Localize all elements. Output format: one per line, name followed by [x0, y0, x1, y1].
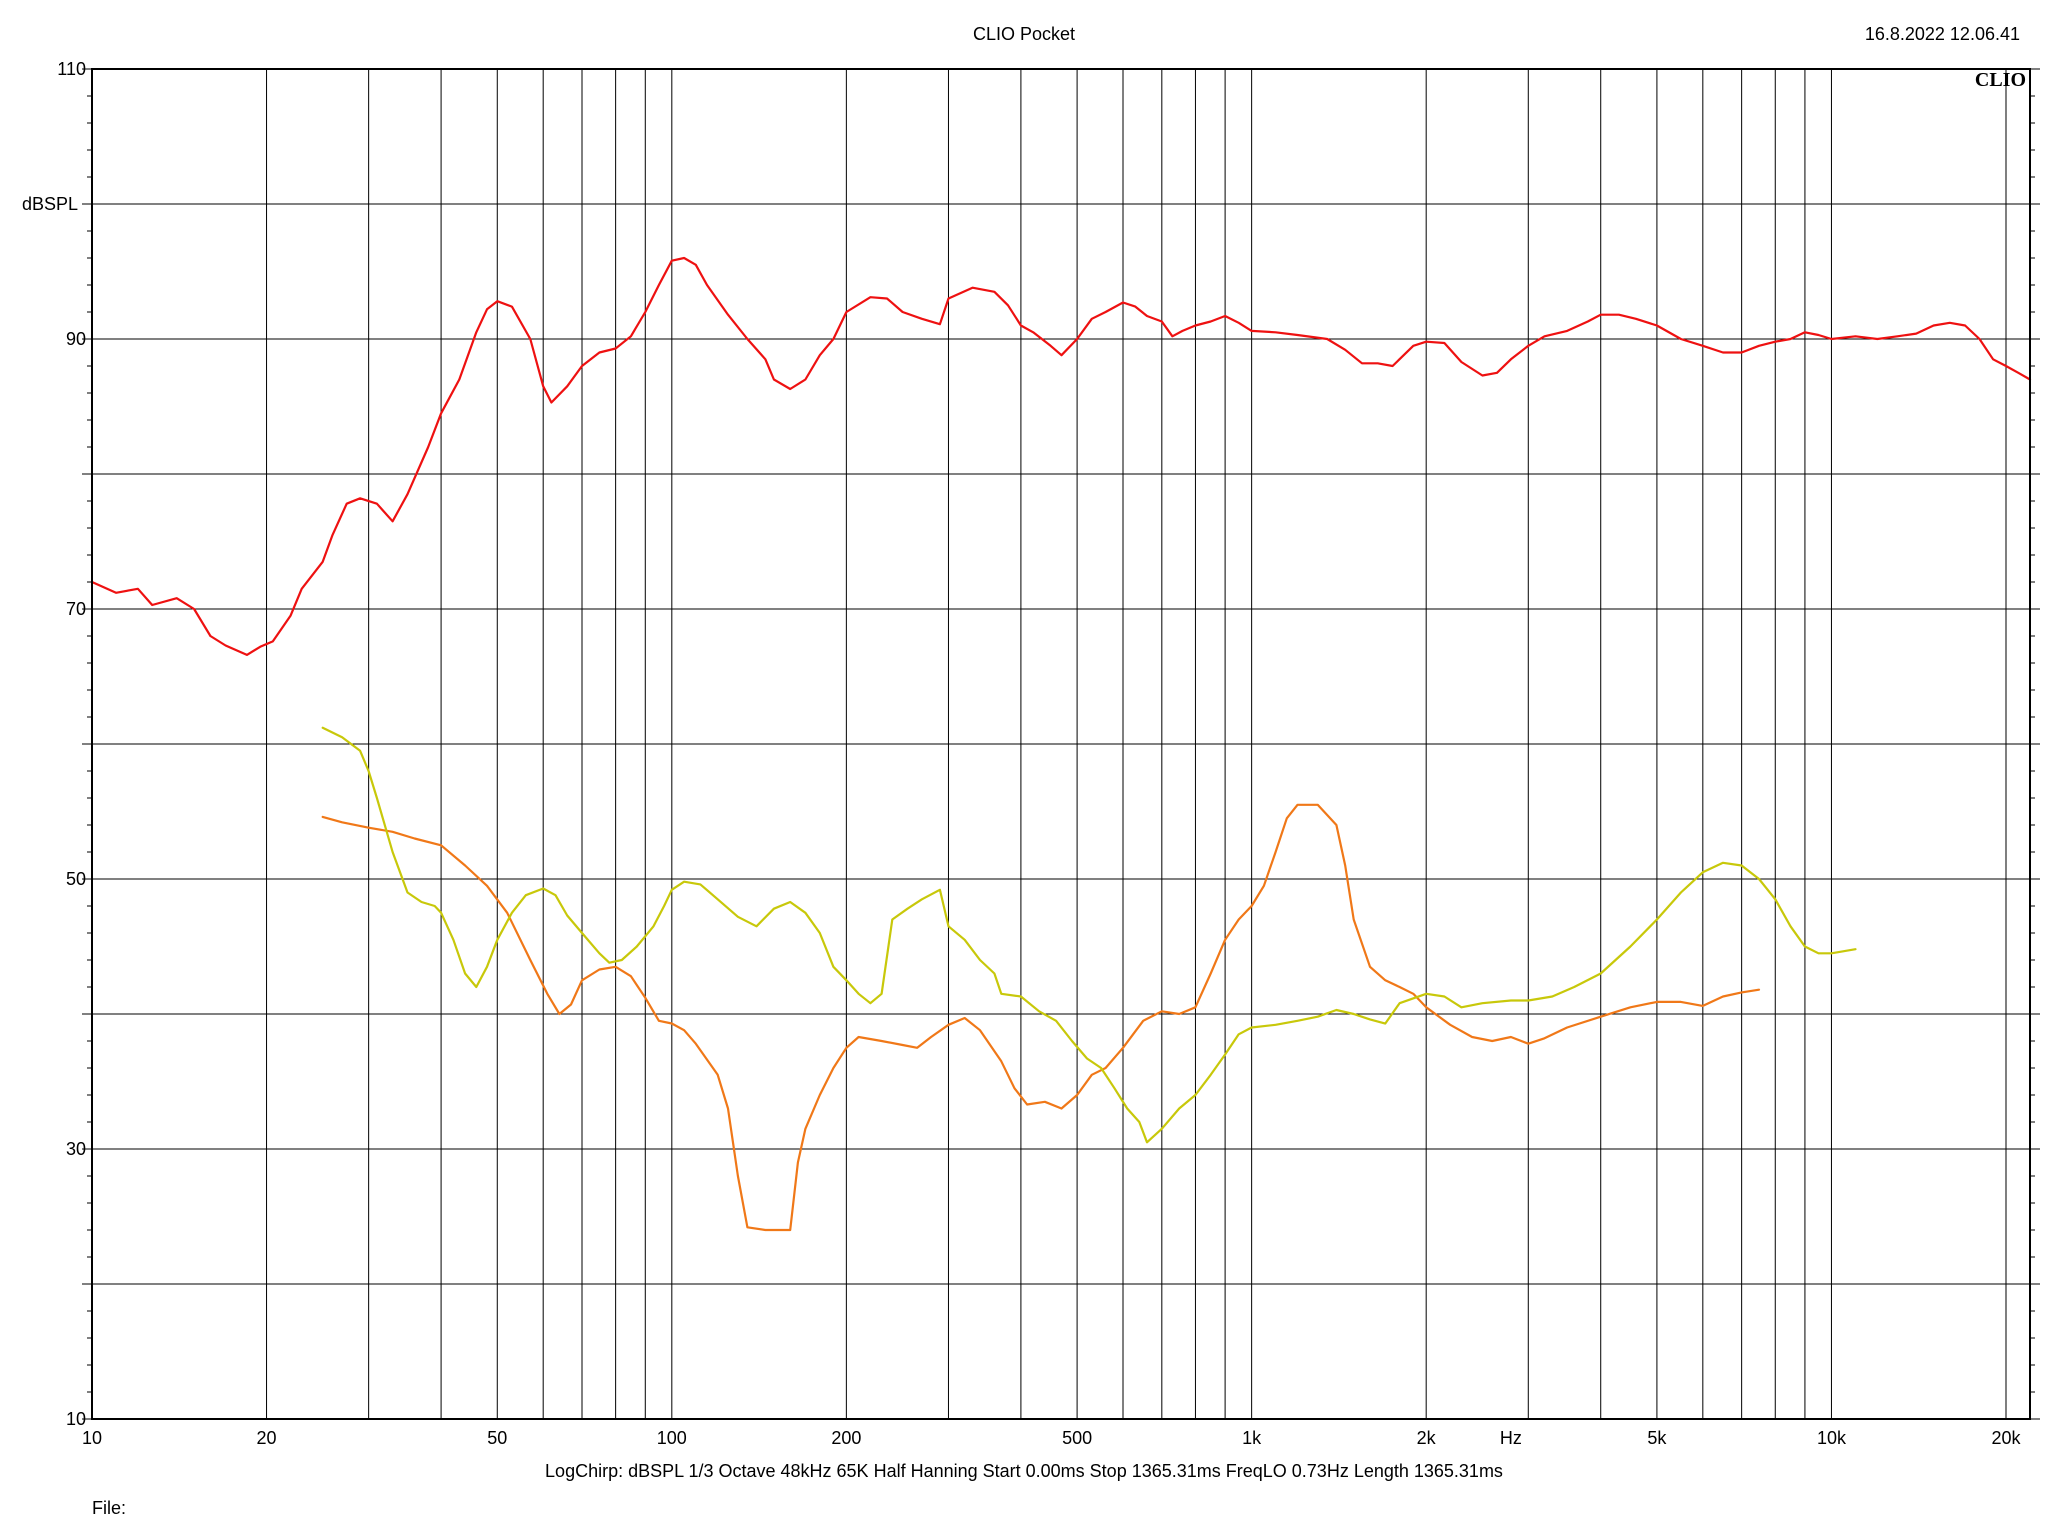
y-axis-label: dBSPL [22, 194, 78, 214]
plot-frame [91, 68, 2031, 1420]
x-axis-label: Hz [1500, 1428, 1522, 1448]
x-tick-label: 2k [1417, 1428, 1437, 1448]
x-tick-label: 500 [1062, 1428, 1092, 1448]
x-tick-label: 20 [257, 1428, 277, 1448]
series-line-3 [321, 726, 1857, 1144]
grid-lines [82, 68, 2040, 1420]
x-tick-label: 10 [82, 1428, 102, 1448]
x-tick-label: 100 [657, 1428, 687, 1448]
y-tick-label: 110 [57, 59, 86, 79]
chart-title: CLIO Pocket [972, 24, 1076, 44]
y-tick-label: 30 [66, 1139, 86, 1159]
measurement-settings: LogChirp: dBSPL 1/3 Octave 48kHz 65K Hal… [545, 1461, 1503, 1481]
x-tick-label: 50 [487, 1428, 507, 1448]
y-tick-labels: 10 30 50 70 90 110 [57, 59, 86, 1429]
series-line-2 [321, 803, 1761, 1232]
x-tick-label: 20k [1991, 1428, 2021, 1448]
x-tick-label: 10k [1817, 1428, 1847, 1448]
series-line-1 [90, 256, 2032, 656]
y-tick-label: 50 [66, 869, 86, 889]
clio-logo: CLIO [1975, 69, 2026, 91]
timestamp: 16.8.2022 12.06.41 [1864, 24, 2020, 44]
series-lines [90, 256, 2032, 1232]
x-tick-label: 200 [831, 1428, 861, 1448]
x-tick-label: 1k [1242, 1428, 1262, 1448]
file-label: File: [92, 1498, 127, 1518]
y-tick-label: 70 [66, 599, 86, 619]
x-tick-label: 5k [1647, 1428, 1667, 1448]
y-tick-label: 10 [66, 1409, 86, 1429]
y-tick-label: 90 [66, 329, 86, 349]
x-tick-labels: 10 20 50 100 200 500 1k 2k 5k 10k 20k [82, 1428, 2022, 1448]
